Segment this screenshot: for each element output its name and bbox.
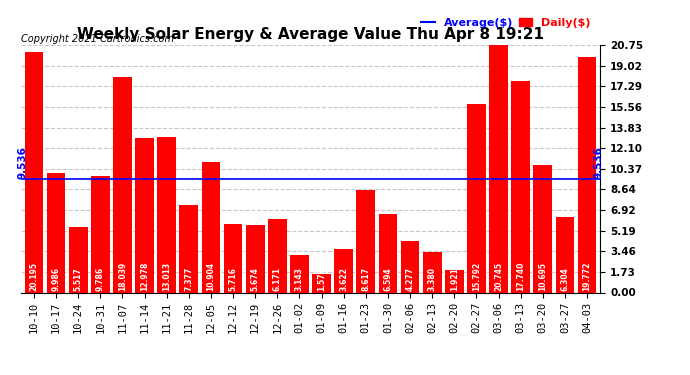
Bar bbox=[401, 242, 420, 292]
Text: 6.304: 6.304 bbox=[560, 267, 569, 291]
Bar bbox=[467, 104, 486, 292]
Text: 3.622: 3.622 bbox=[339, 267, 348, 291]
Legend: Average($), Daily($): Average($), Daily($) bbox=[417, 13, 595, 32]
Bar bbox=[201, 162, 220, 292]
Text: 13.013: 13.013 bbox=[162, 262, 171, 291]
Bar bbox=[489, 45, 508, 292]
Text: 9.536: 9.536 bbox=[593, 146, 603, 179]
Bar bbox=[290, 255, 309, 292]
Text: 9.536: 9.536 bbox=[18, 146, 28, 179]
Bar bbox=[224, 224, 242, 292]
Text: 7.377: 7.377 bbox=[184, 267, 193, 291]
Text: 1.921: 1.921 bbox=[450, 267, 459, 291]
Bar bbox=[157, 137, 176, 292]
Bar bbox=[334, 249, 353, 292]
Text: 8.617: 8.617 bbox=[362, 267, 371, 291]
Text: 10.695: 10.695 bbox=[538, 262, 547, 291]
Bar bbox=[69, 227, 88, 292]
Bar bbox=[91, 176, 110, 292]
Bar bbox=[357, 190, 375, 292]
Text: 12.978: 12.978 bbox=[140, 261, 149, 291]
Text: 20.195: 20.195 bbox=[30, 262, 39, 291]
Text: 3.380: 3.380 bbox=[428, 267, 437, 291]
Text: 6.171: 6.171 bbox=[273, 267, 282, 291]
Text: 20.745: 20.745 bbox=[494, 262, 503, 291]
Bar bbox=[268, 219, 287, 292]
Bar bbox=[555, 217, 574, 292]
Bar bbox=[246, 225, 264, 292]
Text: 5.716: 5.716 bbox=[228, 267, 237, 291]
Bar bbox=[578, 57, 596, 292]
Bar bbox=[312, 274, 331, 292]
Bar bbox=[445, 270, 464, 292]
Text: 9.786: 9.786 bbox=[96, 267, 105, 291]
Text: 3.143: 3.143 bbox=[295, 267, 304, 291]
Text: 5.517: 5.517 bbox=[74, 267, 83, 291]
Bar bbox=[533, 165, 552, 292]
Text: 4.277: 4.277 bbox=[406, 267, 415, 291]
Text: 10.904: 10.904 bbox=[206, 262, 215, 291]
Text: 1.579: 1.579 bbox=[317, 267, 326, 291]
Bar bbox=[379, 214, 397, 292]
Text: 19.772: 19.772 bbox=[582, 261, 591, 291]
Text: 17.740: 17.740 bbox=[516, 261, 525, 291]
Bar bbox=[135, 138, 154, 292]
Title: Weekly Solar Energy & Average Value Thu Apr 8 19:21: Weekly Solar Energy & Average Value Thu … bbox=[77, 27, 544, 42]
Text: 6.594: 6.594 bbox=[384, 267, 393, 291]
Bar bbox=[179, 204, 198, 292]
Text: 5.674: 5.674 bbox=[250, 267, 259, 291]
Bar bbox=[25, 52, 43, 292]
Bar bbox=[423, 252, 442, 292]
Bar bbox=[113, 77, 132, 292]
Text: 18.039: 18.039 bbox=[118, 261, 127, 291]
Bar bbox=[47, 173, 66, 292]
Text: 15.792: 15.792 bbox=[472, 262, 481, 291]
Bar bbox=[511, 81, 530, 292]
Text: 9.986: 9.986 bbox=[52, 267, 61, 291]
Text: Copyright 2021 Cartronics.com: Copyright 2021 Cartronics.com bbox=[21, 34, 174, 44]
